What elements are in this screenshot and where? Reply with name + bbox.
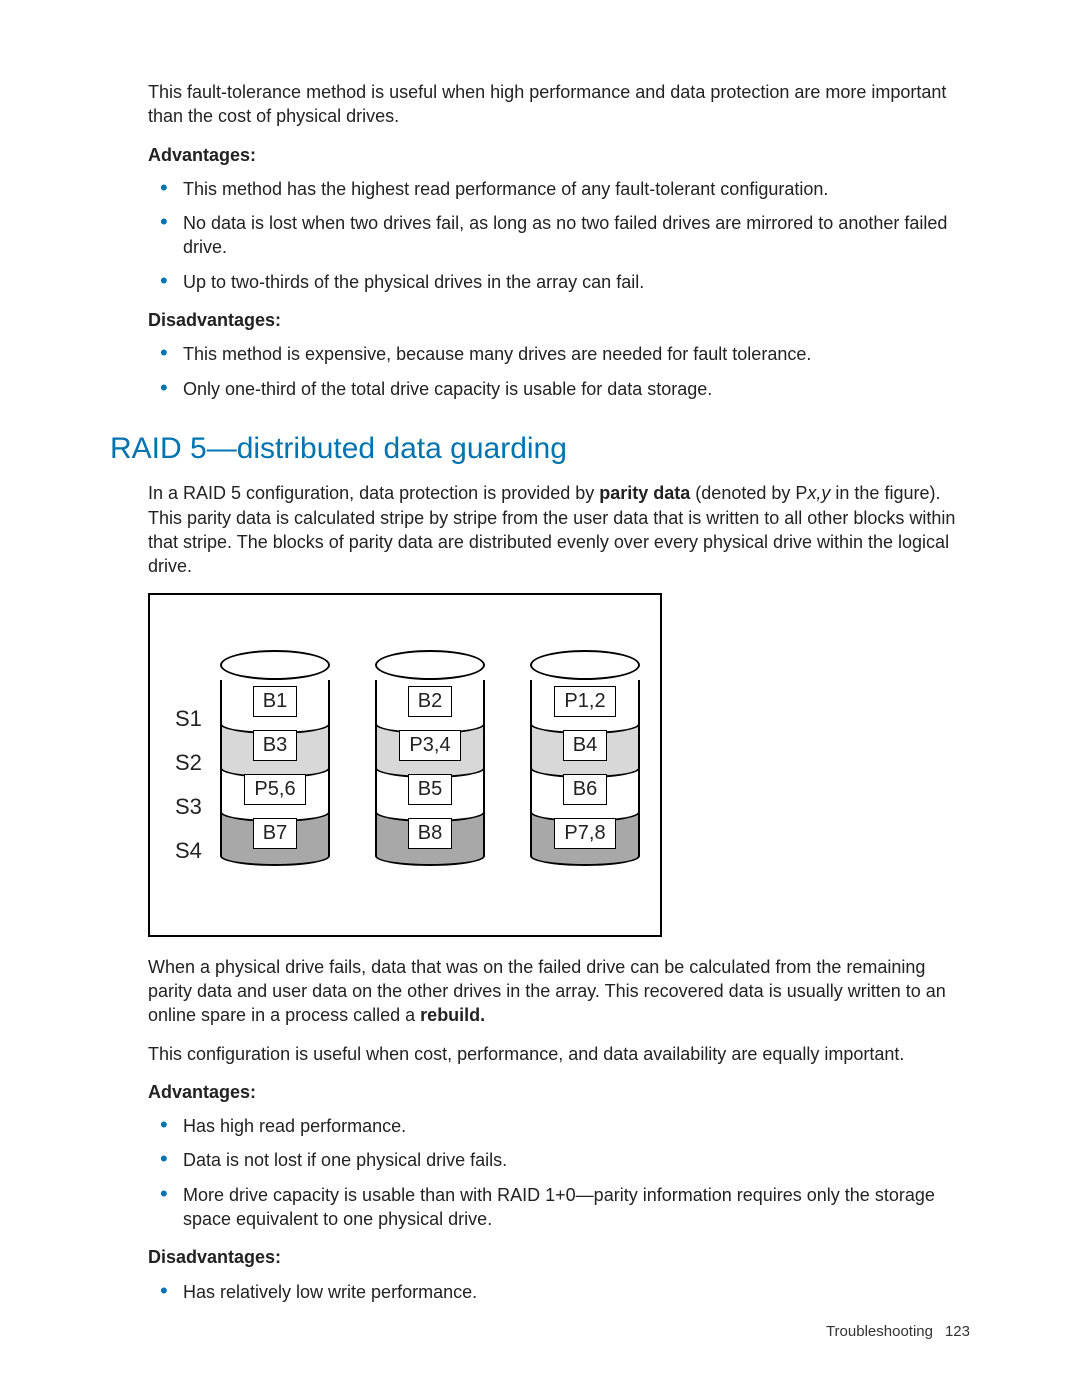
segment-label: B5	[408, 774, 452, 805]
drive-cylinder: P1,2 B4 B6 P7,8	[530, 665, 640, 856]
segment-label: B8	[408, 818, 452, 849]
segment-label: B2	[408, 686, 452, 717]
top-advantages-list: This method has the highest read perform…	[148, 177, 970, 294]
advantages-heading-1: Advantages:	[148, 143, 970, 167]
disadvantages-heading-2: Disadvantages:	[148, 1245, 970, 1269]
cylinder-top	[220, 650, 330, 680]
segment-label: B6	[563, 774, 607, 805]
rebuild-paragraph: When a physical drive fails, data that w…	[148, 955, 970, 1028]
drive-cylinder: B2 P3,4 B5 B8	[375, 665, 485, 856]
parity-data-bold: parity data	[599, 483, 690, 503]
cylinder-top	[530, 650, 640, 680]
rebuild-bold: rebuild.	[420, 1005, 485, 1025]
list-item: Has high read performance.	[148, 1114, 970, 1138]
raid5-advantages-list: Has high read performance. Data is not l…	[148, 1114, 970, 1231]
drive-cylinder: B1 B3 P5,6 B7	[220, 665, 330, 856]
intro-paragraph: This fault-tolerance method is useful wh…	[148, 80, 970, 129]
segment-label: B1	[253, 686, 297, 717]
config-useful-paragraph: This configuration is useful when cost, …	[148, 1042, 970, 1066]
drive-segment: B2	[375, 680, 485, 724]
segment-label: B7	[253, 818, 297, 849]
stripe-labels: S1 S2 S3 S4	[175, 697, 202, 873]
raid5-disadvantages-list: Has relatively low write performance.	[148, 1280, 970, 1304]
raid5-diagram: S1 S2 S3 S4 B1 B3 P5,6 B7 B2 P3,4 B5 B8 P1,2 B4 B6…	[148, 593, 662, 937]
list-item: Data is not lost if one physical drive f…	[148, 1148, 970, 1172]
segment-label: B4	[563, 730, 607, 761]
section-heading-raid5: RAID 5—distributed data guarding	[110, 429, 970, 470]
stripe-label: S2	[175, 741, 202, 785]
list-item: This method has the highest read perform…	[148, 177, 970, 201]
drive-segment: B1	[220, 680, 330, 724]
list-item: Has relatively low write performance.	[148, 1280, 970, 1304]
raid5-intro-paragraph: In a RAID 5 configuration, data protecti…	[148, 481, 970, 578]
list-item: More drive capacity is usable than with …	[148, 1183, 970, 1232]
stripe-label: S4	[175, 829, 202, 873]
footer-section: Troubleshooting	[826, 1323, 933, 1340]
text-fragment: When a physical drive fails, data that w…	[148, 957, 946, 1026]
text-fragment: (denoted by P	[690, 483, 807, 503]
cylinder-top	[375, 650, 485, 680]
top-disadvantages-list: This method is expensive, because many d…	[148, 342, 970, 401]
list-item: No data is lost when two drives fail, as…	[148, 211, 970, 260]
cylinders-row: B1 B3 P5,6 B7 B2 P3,4 B5 B8 P1,2 B4 B6 P7,8	[220, 665, 640, 856]
segment-label: P3,4	[399, 730, 460, 761]
page-footer: Troubleshooting 123	[826, 1322, 970, 1342]
pxy-italic: x,y	[807, 483, 830, 503]
footer-page-number: 123	[945, 1323, 970, 1340]
disadvantages-heading-1: Disadvantages:	[148, 308, 970, 332]
advantages-heading-2: Advantages:	[148, 1080, 970, 1104]
segment-label: B3	[253, 730, 297, 761]
segment-label: P1,2	[554, 686, 615, 717]
drive-segment: P1,2	[530, 680, 640, 724]
segment-label: P5,6	[244, 774, 305, 805]
segment-label: P7,8	[554, 818, 615, 849]
stripe-label: S3	[175, 785, 202, 829]
stripe-label: S1	[175, 697, 202, 741]
list-item: Only one-third of the total drive capaci…	[148, 377, 970, 401]
list-item: This method is expensive, because many d…	[148, 342, 970, 366]
list-item: Up to two-thirds of the physical drives …	[148, 270, 970, 294]
text-fragment: In a RAID 5 configuration, data protecti…	[148, 483, 599, 503]
